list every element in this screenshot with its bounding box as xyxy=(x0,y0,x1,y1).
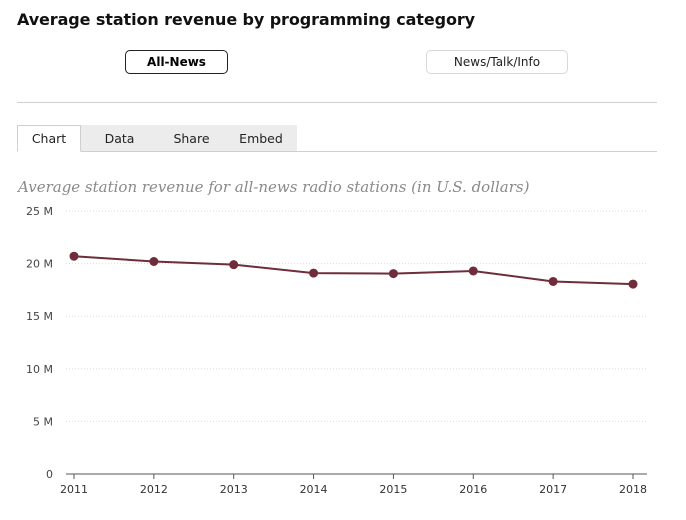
data-point xyxy=(388,269,398,279)
data-point xyxy=(309,268,319,278)
y-tick-label: 15 M xyxy=(26,310,53,323)
x-tick-label: 2013 xyxy=(220,483,248,496)
x-tick-label: 2017 xyxy=(539,483,567,496)
x-tick-label: 2012 xyxy=(140,483,168,496)
tab-embed[interactable]: Embed xyxy=(225,125,297,151)
y-tick-label: 10 M xyxy=(26,363,53,376)
x-tick-label: 2011 xyxy=(60,483,88,496)
chart-subtitle: Average station revenue for all-news rad… xyxy=(18,178,530,196)
y-tick-label: 20 M xyxy=(26,258,53,271)
y-tick-label: 25 M xyxy=(26,205,53,218)
tab-data[interactable]: Data xyxy=(81,125,158,151)
x-tick-label: 2014 xyxy=(300,483,328,496)
x-tick-label: 2016 xyxy=(459,483,487,496)
news-talk-info-button[interactable]: News/Talk/Info xyxy=(426,50,568,74)
y-tick-label: 0 xyxy=(46,468,53,481)
data-point xyxy=(69,251,79,261)
x-tick-label: 2018 xyxy=(619,483,647,496)
tab-share[interactable]: Share xyxy=(158,125,225,151)
series-line xyxy=(73,255,634,286)
data-point xyxy=(149,256,159,266)
divider xyxy=(17,102,657,103)
all-news-button[interactable]: All-News xyxy=(125,50,228,74)
y-tick-label: 5 M xyxy=(33,415,53,428)
data-point xyxy=(628,279,638,289)
data-point xyxy=(229,260,239,270)
view-tabs: Chart Data Share Embed xyxy=(17,125,657,152)
tab-chart[interactable]: Chart xyxy=(17,125,81,152)
page-title: Average station revenue by programming c… xyxy=(17,10,475,29)
x-tick-label: 2015 xyxy=(379,483,407,496)
data-point xyxy=(468,266,478,276)
data-point xyxy=(548,276,558,286)
